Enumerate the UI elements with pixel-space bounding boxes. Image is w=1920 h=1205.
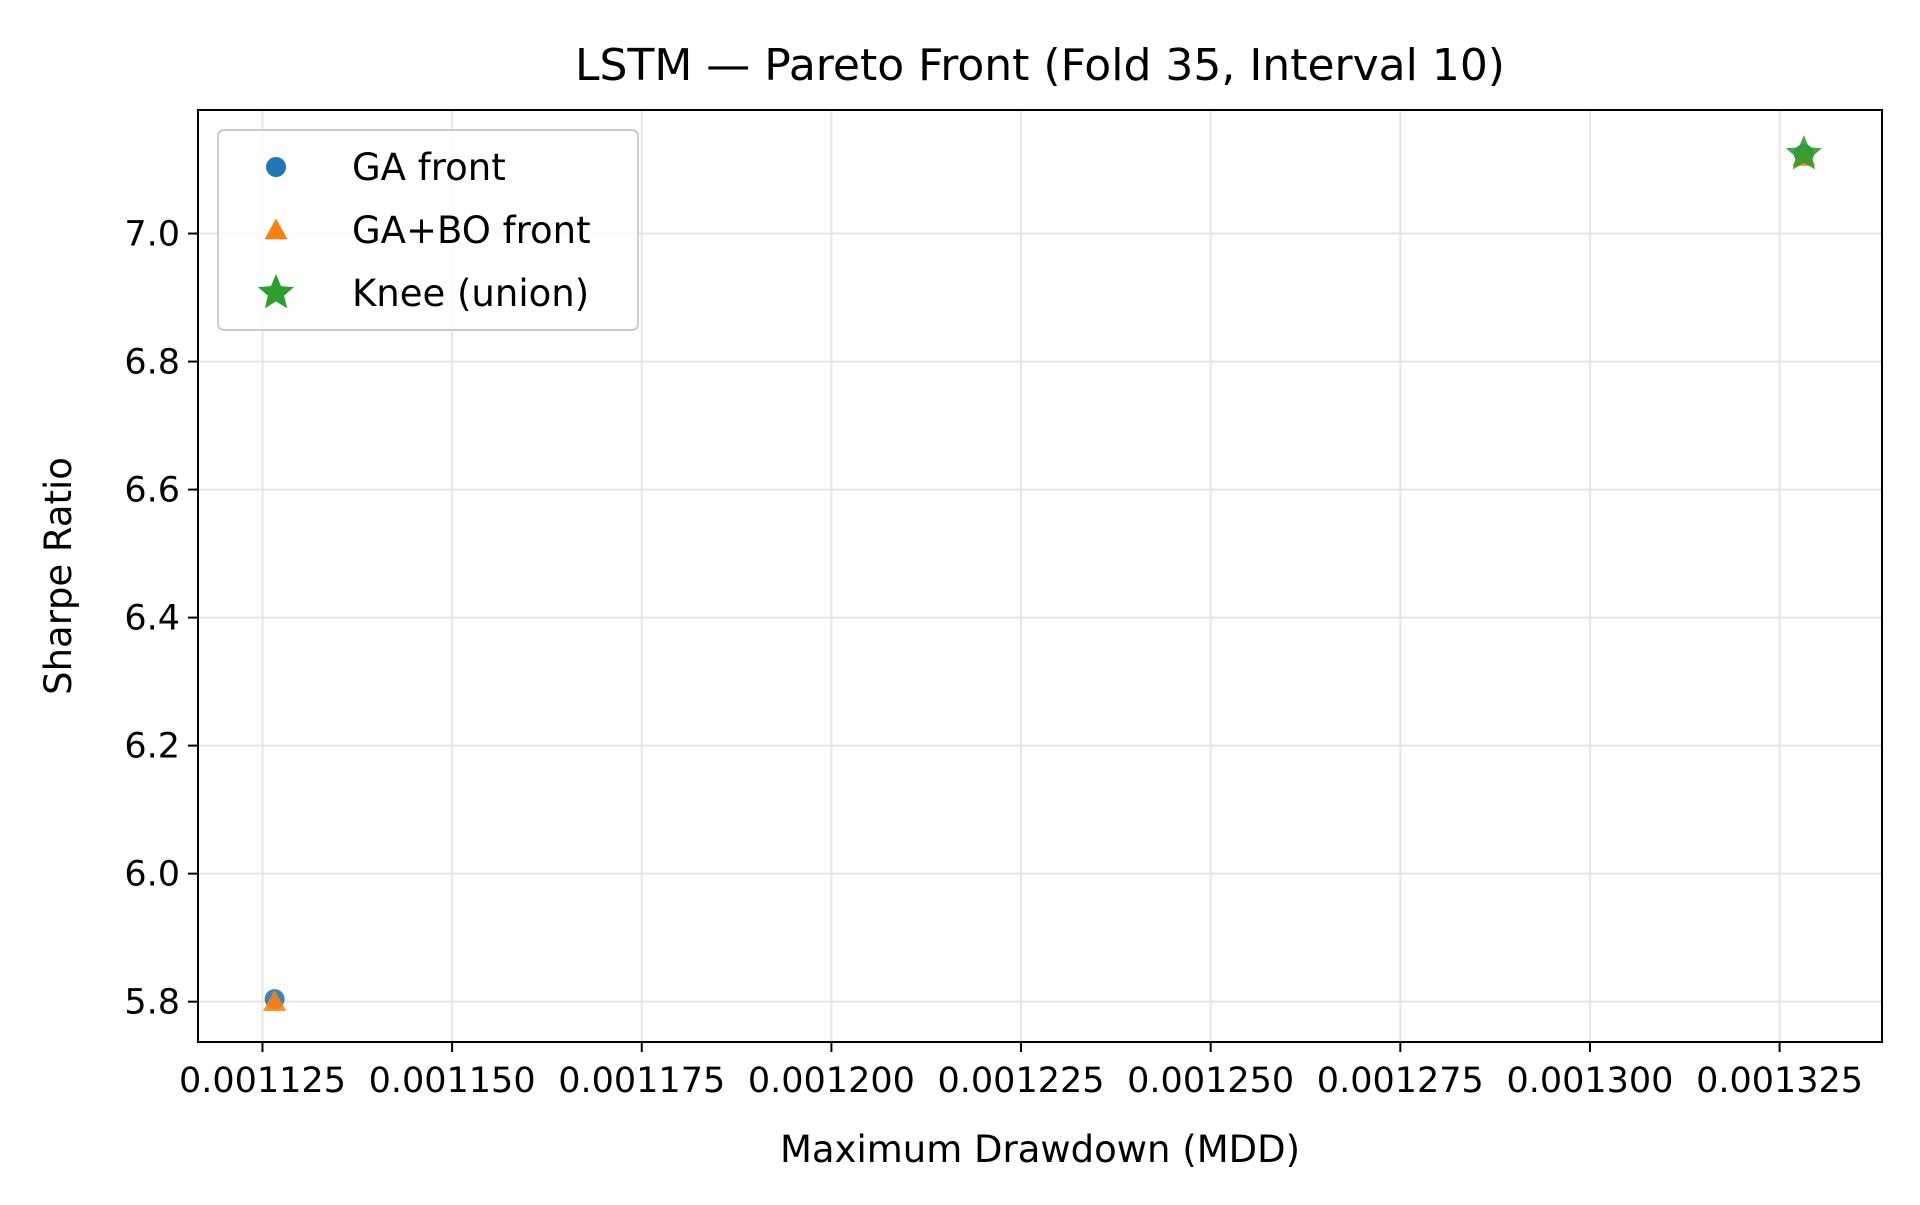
x-tick-label: 0.001225 [938,1061,1105,1101]
x-tick-label: 0.001200 [748,1061,915,1101]
series-star [1785,135,1822,170]
y-tick-label: 6.8 [124,343,180,383]
x-axis-label: Maximum Drawdown (MDD) [780,1128,1300,1171]
legend-marker-triangle [264,218,288,240]
x-tick-label: 0.001150 [369,1061,536,1101]
x-tick-label: 0.001175 [558,1061,725,1101]
y-tick-label: 6.2 [124,727,180,767]
chart-title: LSTM — Pareto Front (Fold 35, Interval 1… [575,40,1505,91]
x-tick-label: 0.001250 [1127,1061,1294,1101]
y-tick-label: 6.4 [124,599,180,639]
y-tick-label: 7.0 [124,215,180,255]
legend-box [217,129,639,331]
legend-label: GA front [352,146,506,189]
legend-marker-circle [266,157,286,177]
marks-layer [263,135,1822,1011]
x-axis: 0.001125 0.001150 0.001175 0.001200 0.001225… [179,1042,1863,1101]
plot-frame [197,109,1883,1043]
y-tick-label: 6.6 [124,471,180,511]
x-tick-label: 0.001275 [1317,1061,1484,1101]
y-axis: 5.8 6.0 6.2 6.4 6.6 6.8 7.0 [124,215,198,1023]
legend-label: GA+BO front [352,209,591,252]
data-point-star [1785,135,1822,170]
x-tick-label: 0.001325 [1696,1061,1863,1101]
legend-items: GA front GA+BO front Knee (union) [257,146,591,315]
x-tick-label: 0.001125 [179,1061,346,1101]
y-tick-label: 6.0 [124,855,180,895]
legend-marker-star [257,274,295,309]
x-tick-label: 0.001300 [1506,1061,1673,1101]
legend-label: Knee (union) [352,272,589,315]
grid-layer [198,110,1882,1042]
y-tick-label: 5.8 [124,983,180,1023]
legend: GA front GA+BO front Knee (union) [217,129,639,331]
y-axis-label: Sharpe Ratio [37,457,80,695]
data-point-triangle [263,990,287,1011]
